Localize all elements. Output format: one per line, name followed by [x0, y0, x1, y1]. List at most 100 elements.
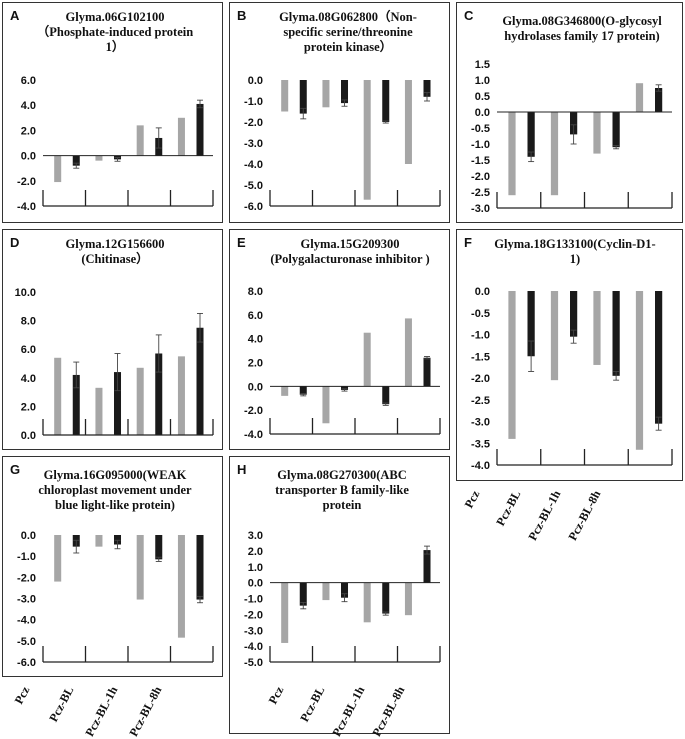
bar-series2	[423, 550, 431, 583]
bar-series1	[635, 291, 644, 450]
bar-series1	[322, 80, 330, 108]
bar-series1	[322, 582, 330, 601]
chart-title-line: (Polygalacturonase inhibitor )	[270, 252, 429, 266]
y-tick-label: -3.5	[471, 438, 490, 450]
y-tick-label: 1.0	[248, 562, 263, 574]
y-tick-label: -3.0	[244, 625, 263, 637]
chart-title-line: Glyma.15G209300	[301, 237, 400, 251]
chart-title-line: blue light-like protein)	[55, 498, 175, 512]
panel-letter: E	[237, 235, 246, 250]
bar-series1	[54, 357, 62, 435]
bar-series1	[281, 582, 289, 643]
y-tick-label: 2.0	[248, 546, 263, 558]
y-tick-label: 1.0	[475, 75, 490, 87]
y-tick-label: -2.0	[471, 373, 490, 385]
panel-letter: D	[10, 235, 19, 250]
y-tick-label: -3.0	[244, 138, 263, 150]
panel-letter: F	[464, 235, 472, 250]
y-tick-label: -5.0	[244, 180, 263, 192]
bar-series1	[363, 332, 371, 387]
x-label-pcz-bl-1h: Pcz-BL-1h	[525, 488, 564, 543]
chart-title-line: （Phosphate-induced protein	[37, 24, 193, 39]
y-tick-label: 0.0	[21, 530, 36, 542]
panel-f: F Glyma.18G133100(Cyclin-D1- 1) 0.0 -0.5 -1.0…	[456, 229, 683, 481]
bar-series1	[635, 83, 644, 112]
y-tick-label: 4.0	[21, 373, 36, 385]
chart-d: D Glyma.12G156600(Chitinase） 10.0 8.0 6.0 4.0…	[10, 235, 214, 442]
y-tick-label: -0.5	[471, 123, 490, 135]
panel-g: G Glyma.16G095000(WEAK chloroplast movemen…	[2, 456, 223, 677]
bar-series2	[612, 291, 620, 376]
y-tick-label: -1.0	[244, 96, 263, 108]
bar-series2	[655, 291, 663, 424]
x-label-pcz-bl-8h: Pcz-BL-8h	[565, 488, 604, 543]
y-tick-label: -2.5	[471, 395, 490, 407]
y-tick-label: -0.5	[471, 308, 490, 320]
x-label-pcz: Pcz	[11, 684, 33, 707]
bar-series2	[155, 353, 163, 435]
y-tick-label: -2.0	[244, 405, 263, 417]
bar-series2	[155, 535, 163, 560]
y-tick-label: -4.0	[17, 615, 36, 627]
chart-a: A Glyma.06G102100（Phosphate-induced prote…	[10, 8, 214, 213]
bar-series1	[95, 535, 103, 547]
y-tick-label: 6.0	[21, 344, 36, 356]
chart-f: F Glyma.18G133100(Cyclin-D1-1) 0.0 -0.5 -1.0…	[464, 235, 673, 472]
bar-series1	[363, 582, 371, 623]
y-tick-label: -4.0	[471, 460, 490, 472]
y-tick-label: -1.5	[471, 155, 490, 167]
y-tick-label: -4.0	[244, 159, 263, 171]
y-tick-label: -1.0	[17, 551, 36, 563]
bar-series1	[363, 80, 371, 200]
y-tick-label: -2.0	[17, 572, 36, 584]
y-tick-label: -3.0	[17, 594, 36, 606]
bar-series2	[382, 80, 390, 122]
chart-title-line: protein	[323, 498, 362, 512]
chart-title-line: transporter B family-like	[275, 483, 409, 497]
y-tick-label: 6.0	[21, 75, 36, 87]
bar-series2	[423, 357, 431, 387]
chart-title-line: Glyma.18G133100(Cyclin-D1-	[494, 237, 655, 251]
chart-title-line: specific serine/threonine	[283, 25, 413, 39]
bar-series1	[593, 112, 601, 154]
bar-series1	[177, 356, 185, 435]
bar-series1	[404, 318, 412, 387]
bar-series2	[114, 372, 122, 435]
panel-b: B Glyma.08G062800（Non-specific serine/thr…	[229, 2, 450, 223]
x-label-pcz: Pcz	[461, 488, 483, 511]
bar-series2	[570, 112, 578, 135]
bar-series1	[136, 535, 144, 600]
bar-series2	[341, 582, 349, 598]
chart-title-line: chloroplast movement under	[38, 483, 192, 497]
y-tick-label: -2.0	[17, 176, 36, 188]
chart-title-line: Glyma.08G062800（Non-	[279, 9, 417, 24]
bar-series1	[404, 80, 412, 164]
y-tick-label: -2.5	[471, 187, 490, 199]
bar-series2	[382, 582, 390, 614]
x-label-pcz-bl-8h: Pcz-BL-8h	[126, 684, 165, 739]
y-tick-label: -4.0	[17, 201, 36, 213]
bar-series2	[196, 103, 204, 156]
panel-letter: B	[237, 8, 246, 23]
panel-letter: H	[237, 462, 246, 477]
y-tick-label: 2.0	[248, 358, 263, 370]
y-tick-label: -4.0	[244, 641, 263, 653]
y-tick-label: 2.0	[21, 401, 36, 413]
y-tick-label: -4.0	[244, 429, 263, 441]
y-tick-label: -1.5	[471, 351, 490, 363]
bar-series1	[281, 80, 289, 112]
panel-letter: G	[10, 462, 20, 477]
y-tick-label: -2.0	[244, 609, 263, 621]
bar-series1	[404, 582, 412, 616]
y-tick-label: 0.0	[21, 151, 36, 163]
y-tick-label: -6.0	[17, 657, 36, 669]
bar-series2	[612, 112, 620, 148]
y-tick-label: -5.0	[17, 636, 36, 648]
bar-series2	[341, 386, 349, 390]
y-tick-label: -3.0	[471, 417, 490, 429]
chart-title-line: Glyma.16G095000(WEAK	[44, 468, 187, 482]
y-tick-label: 0.0	[475, 107, 490, 119]
bar-series2	[382, 386, 390, 405]
